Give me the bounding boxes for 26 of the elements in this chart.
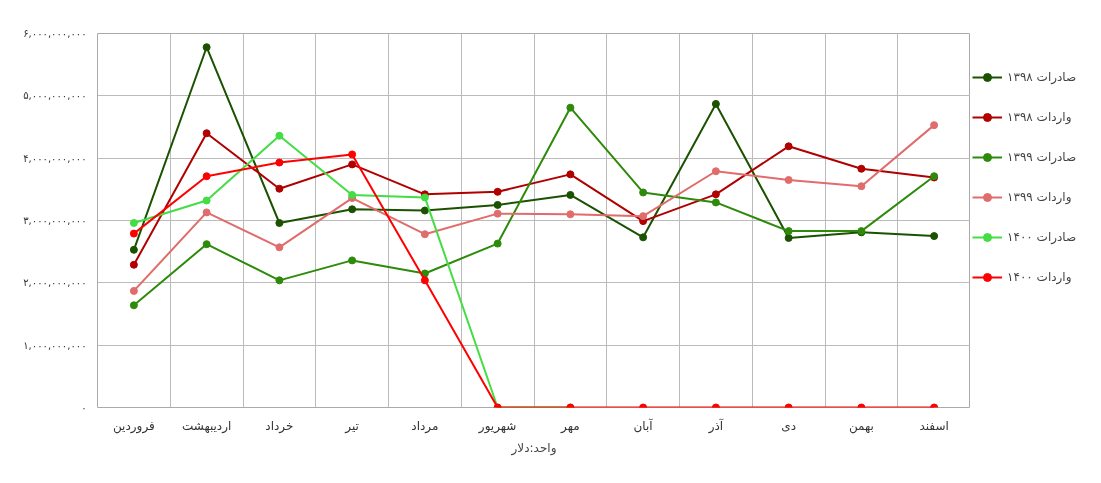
x-tick-label: خرداد [265, 418, 294, 434]
x-tick-label: شهریور [477, 418, 517, 434]
x-tick-label: بهمن [848, 418, 874, 434]
x-tick-label: مهر [560, 418, 580, 434]
y-tick-label: ۰ [81, 402, 87, 413]
x-tick-label: تیر [344, 418, 359, 434]
legend-label: صادرات ۱۳۹۸ [1007, 70, 1077, 84]
legend-label: واردات ۱۳۹۹ [1007, 190, 1072, 204]
x-tick-label: اسفند [919, 418, 949, 433]
x-tick-label: فروردین [112, 418, 155, 434]
legend-label: واردات ۱۴۰۰ [1007, 270, 1072, 284]
x-tick-label: اردیبهشت [181, 418, 232, 434]
y-tick-label: ۱,۰۰۰,۰۰۰,۰۰۰ [23, 339, 87, 351]
x-axis-title: واحد:دلار [510, 440, 557, 456]
x-tick-label: مرداد [411, 418, 439, 434]
x-tick-label: دی [781, 418, 797, 433]
legend-label: واردات ۱۳۹۸ [1007, 110, 1072, 124]
x-tick-label: آبان [633, 417, 654, 433]
legend-label: صادرات ۱۴۰۰ [1007, 230, 1077, 244]
legend-label: صادرات ۱۳۹۹ [1007, 150, 1077, 164]
y-tick-label: ۶,۰۰۰,۰۰۰,۰۰۰ [23, 28, 87, 39]
x-tick-label: آذر [707, 417, 724, 434]
y-tick-label: ۲,۰۰۰,۰۰۰,۰۰۰ [23, 277, 87, 289]
y-tick-label: ۳,۰۰۰,۰۰۰,۰۰۰ [23, 215, 87, 226]
y-tick-label: ۵,۰۰۰,۰۰۰,۰۰۰ [23, 90, 87, 102]
y-tick-label: ۴,۰۰۰,۰۰۰,۰۰۰ [23, 152, 87, 164]
